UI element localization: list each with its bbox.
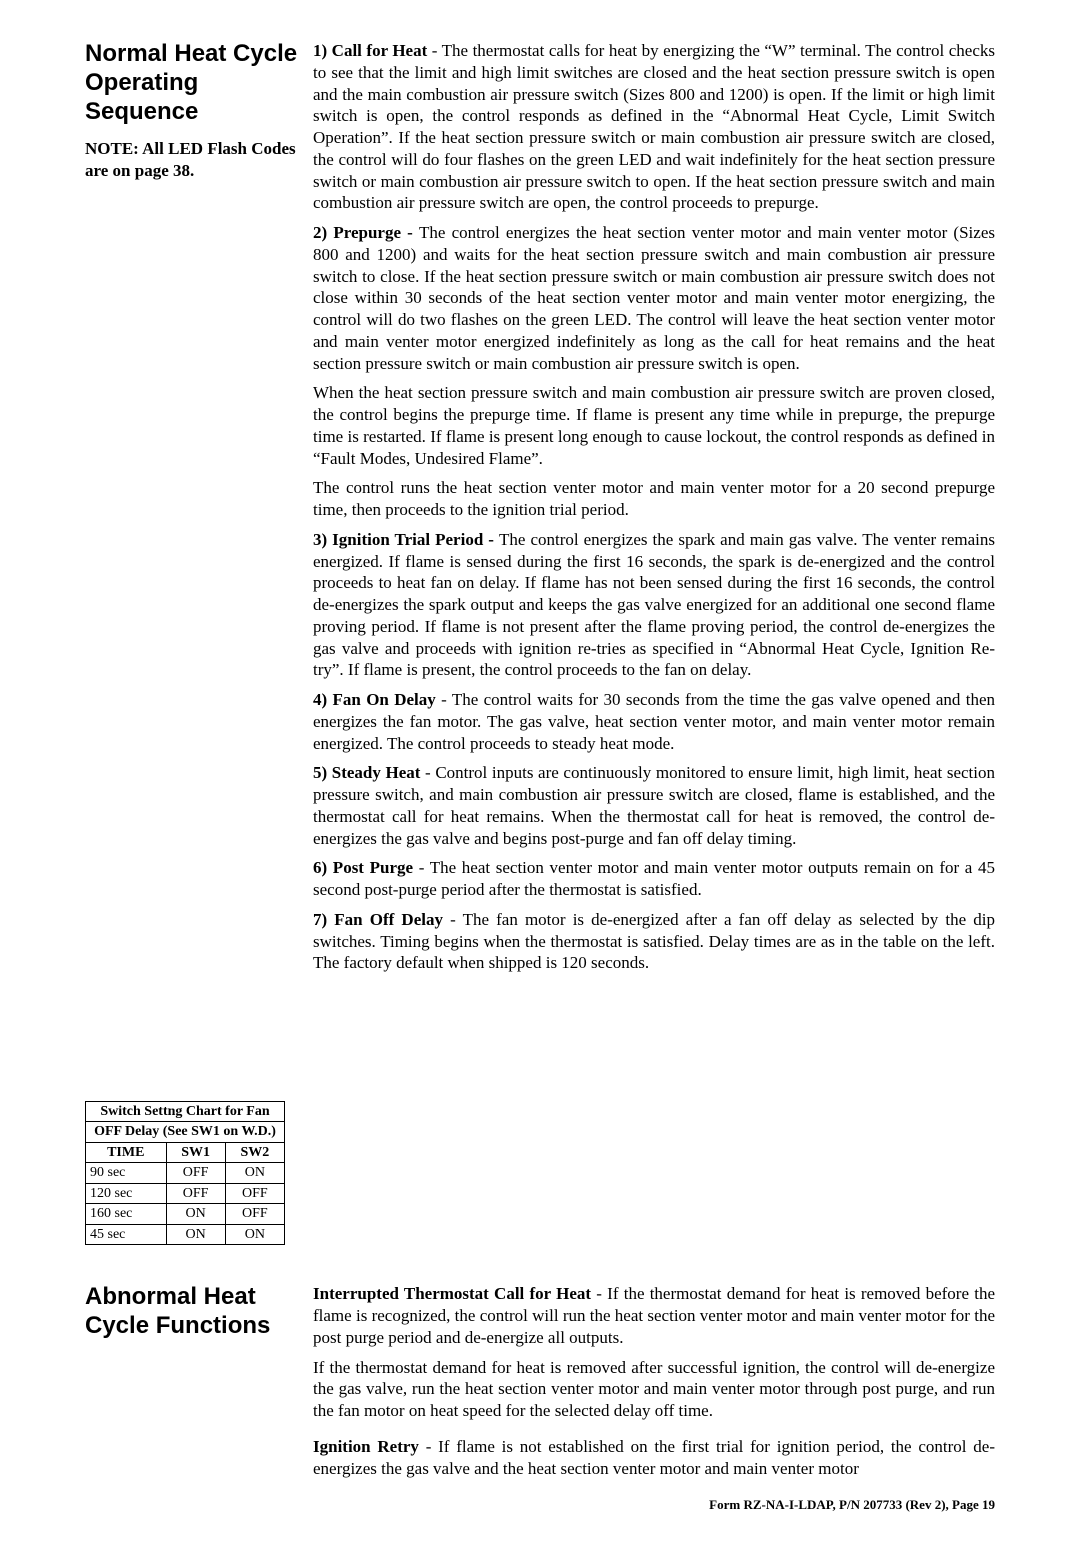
step-label: 6) Post Purge xyxy=(313,858,413,877)
table-cell: 120 sec xyxy=(86,1183,167,1204)
table-title-2: OFF Delay (See SW1 on W.D.) xyxy=(86,1122,285,1143)
table-cell: ON xyxy=(225,1163,284,1184)
section-abnormal-heat: Abnormal Heat Cycle Functions Interrupte… xyxy=(85,1283,995,1487)
section-normal-heat: Normal Heat Cycle Operating Sequence NOT… xyxy=(85,40,995,1245)
paragraph: The control runs the heat section venter… xyxy=(313,477,995,521)
section-title-abnormal: Abnormal Heat Cycle Functions xyxy=(85,1283,305,1341)
table-cell: OFF xyxy=(166,1183,225,1204)
step-text: - The thermostat calls for heat by energ… xyxy=(313,41,995,212)
step-label: Ignition Retry xyxy=(313,1437,419,1456)
paragraph: Ignition Retry - If flame is not establi… xyxy=(313,1436,995,1480)
step-label: 4) Fan On Delay xyxy=(313,690,436,709)
left-column: Normal Heat Cycle Operating Sequence NOT… xyxy=(85,40,313,1245)
table-cell: ON xyxy=(166,1224,225,1245)
paragraph: 1) Call for Heat - The thermostat calls … xyxy=(313,40,995,214)
right-column: Interrupted Thermostat Call for Heat - I… xyxy=(313,1283,995,1487)
table-cell: 90 sec xyxy=(86,1163,167,1184)
page-footer: Form RZ-NA-I-LDAP, P/N 207733 (Rev 2), P… xyxy=(85,1497,995,1513)
table-cell: ON xyxy=(166,1204,225,1225)
step-label: 7) Fan Off Delay xyxy=(313,910,443,929)
table-cell: 160 sec xyxy=(86,1204,167,1225)
step-label: 2) Prepurge - xyxy=(313,223,419,242)
step-label: Interrupted Thermostat Call for Heat xyxy=(313,1284,591,1303)
left-column: Abnormal Heat Cycle Functions xyxy=(85,1283,313,1353)
document-page: Normal Heat Cycle Operating Sequence NOT… xyxy=(0,0,1080,1543)
table-cell: OFF xyxy=(166,1163,225,1184)
paragraph: Interrupted Thermostat Call for Heat - I… xyxy=(313,1283,995,1348)
table-cell: OFF xyxy=(225,1204,284,1225)
section-title-normal: Normal Heat Cycle Operating Sequence xyxy=(85,40,305,126)
paragraph: 6) Post Purge - The heat section venter … xyxy=(313,857,995,901)
section-spacer xyxy=(85,1245,995,1283)
step-label: 1) Call for Heat xyxy=(313,41,427,60)
table-row: 160 sec ON OFF xyxy=(86,1204,285,1225)
step-text: - The heat section venter motor and main… xyxy=(313,858,995,899)
table-row: 90 sec OFF ON xyxy=(86,1163,285,1184)
table-header: SW1 xyxy=(166,1142,225,1163)
paragraph: 2) Prepurge - The control energizes the … xyxy=(313,222,995,374)
step-text: The control energizes the spark and main… xyxy=(313,530,995,680)
paragraph: 3) Ignition Trial Period - The control e… xyxy=(313,529,995,681)
right-column: 1) Call for Heat - The thermostat calls … xyxy=(313,40,995,982)
step-label: 5) Steady Heat xyxy=(313,763,420,782)
paragraph: 4) Fan On Delay - The control waits for … xyxy=(313,689,995,754)
table-header: SW2 xyxy=(225,1142,284,1163)
note-led-codes: NOTE: All LED Flash Codes are on page 38… xyxy=(85,138,305,181)
table-row: 120 sec OFF OFF xyxy=(86,1183,285,1204)
table-cell: ON xyxy=(225,1224,284,1245)
paragraph: 7) Fan Off Delay - The fan motor is de-e… xyxy=(313,909,995,974)
paragraph: When the heat section pressure switch an… xyxy=(313,382,995,469)
paragraph: 5) Steady Heat - Control inputs are cont… xyxy=(313,762,995,849)
table-row: 45 sec ON ON xyxy=(86,1224,285,1245)
table-cell: OFF xyxy=(225,1183,284,1204)
table-title-1: Switch Settng Chart for Fan xyxy=(86,1101,285,1122)
table-cell: 45 sec xyxy=(86,1224,167,1245)
switch-setting-table: Switch Settng Chart for Fan OFF Delay (S… xyxy=(85,1101,285,1246)
table-header: TIME xyxy=(86,1142,167,1163)
step-label: 3) Ignition Trial Period - xyxy=(313,530,499,549)
paragraph: If the thermostat demand for heat is rem… xyxy=(313,1357,995,1422)
step-text: The control energizes the heat section v… xyxy=(313,223,995,373)
